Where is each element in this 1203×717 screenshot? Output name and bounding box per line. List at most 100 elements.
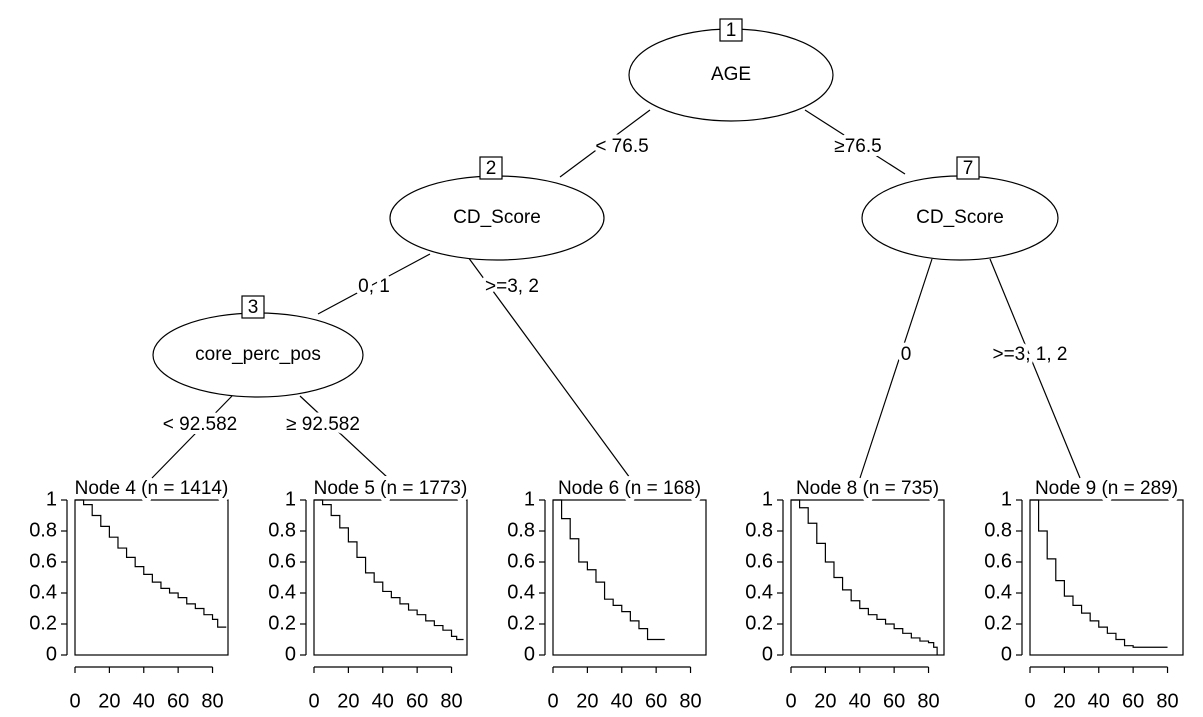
edge-label: ≥76.5 [834,136,881,157]
y-tick-label: 0.6 [745,550,773,572]
node-id: 1 [726,20,737,41]
plot-frame [790,499,945,656]
node-id-box [719,18,743,42]
node: AGE 1 [628,18,834,122]
survival-curve [553,499,665,641]
y-tick-label: 1 [524,488,535,510]
node: CD_Score 7 [861,156,1059,261]
node-id: 7 [963,158,974,179]
y-tick-label: 0.6 [507,550,535,572]
plot-frame [1029,499,1184,656]
y-tick-label: 1 [285,488,296,510]
node-id-box [241,295,265,319]
node-id: 3 [248,297,259,318]
y-tick-label: 0 [285,643,296,665]
y-tick-label: 0.6 [984,550,1012,572]
x-tick-label: 80 [917,690,939,712]
y-tick-label: 0.8 [29,519,57,541]
y-tick-label: 0.4 [984,581,1012,603]
y-tick-label: 0.6 [29,550,57,572]
plot-title: Node 4 (n = 1414) [75,478,229,499]
edge [859,258,933,479]
y-tick-label: 0.2 [29,612,57,634]
plot-title: Node 8 (n = 735) [796,478,939,499]
edge [804,109,906,175]
x-tick-label: 60 [645,690,667,712]
edge-label: 0, 1 [358,276,390,297]
node: core_perc_pos 3 [152,295,364,398]
edge-label: 0 [901,344,912,365]
edge-label: ≥ 92.582 [286,414,360,435]
survival-curve [791,499,938,655]
y-tick-label: 0.4 [745,581,773,603]
x-tick-label: 40 [372,690,394,712]
y-tick-label: 1 [46,488,57,510]
x-tick-label: 20 [1053,690,1075,712]
y-tick-label: 0.4 [507,581,535,603]
y-tick-label: 0.2 [984,612,1012,634]
plot-frame [552,499,707,656]
x-tick-label: 80 [201,690,223,712]
y-tick-label: 0.6 [268,550,296,572]
x-tick-label: 60 [167,690,189,712]
x-tick-label: 80 [440,690,462,712]
y-tick-label: 0 [1001,643,1012,665]
edge-label: < 92.582 [163,414,238,435]
edge [989,258,1081,479]
x-tick-label: 60 [1122,690,1144,712]
x-tick-label: 0 [785,690,796,712]
edge [559,109,651,178]
y-tick-label: 0.8 [745,519,773,541]
edge [151,395,233,479]
node-label: core_perc_pos [195,344,321,365]
y-tick-label: 0.8 [507,519,535,541]
y-tick-label: 1 [1001,488,1012,510]
edge-label: < 76.5 [595,136,648,157]
x-tick-label: 0 [308,690,319,712]
node-label: CD_Score [916,207,1004,228]
x-tick-label: 60 [406,690,428,712]
survival-curve [1030,499,1168,648]
y-tick-label: 0.8 [268,519,296,541]
y-tick-label: 0.2 [745,612,773,634]
y-tick-label: 0 [524,643,535,665]
plot-frame [313,499,468,656]
plot-title: Node 6 (n = 168) [558,478,701,499]
y-tick-label: 0 [46,643,57,665]
y-tick-label: 0.2 [268,612,296,634]
y-tick-label: 0.4 [29,581,57,603]
edge [299,395,389,479]
y-tick-label: 0 [762,643,773,665]
plot-title: Node 5 (n = 1773) [314,478,468,499]
x-tick-label: 20 [337,690,359,712]
x-tick-label: 60 [883,690,905,712]
x-tick-label: 0 [1024,690,1035,712]
plot-frame [74,499,229,656]
y-tick-label: 0.8 [984,519,1012,541]
node-id-box [479,156,503,180]
x-tick-label: 20 [98,690,120,712]
node-id: 2 [486,158,497,179]
survival-curve [314,499,464,641]
survival-curve [75,499,227,628]
y-tick-label: 1 [762,488,773,510]
edges [151,109,1081,479]
x-tick-label: 20 [576,690,598,712]
node: CD_Score 2 [389,156,605,261]
node-label: CD_Score [453,207,541,228]
x-tick-label: 80 [679,690,701,712]
node-id-box [956,156,980,180]
x-tick-label: 0 [547,690,558,712]
x-tick-label: 40 [611,690,633,712]
x-tick-label: 80 [1156,690,1178,712]
y-tick-label: 0.4 [268,581,296,603]
plot-title: Node 9 (n = 289) [1035,478,1178,499]
edge-label: >=3, 2 [485,276,539,297]
y-tick-label: 0.2 [507,612,535,634]
x-tick-label: 40 [1088,690,1110,712]
edge-label: >=3, 1, 2 [992,344,1067,365]
x-tick-label: 20 [814,690,836,712]
node-label: AGE [711,64,751,85]
edge [467,256,631,479]
